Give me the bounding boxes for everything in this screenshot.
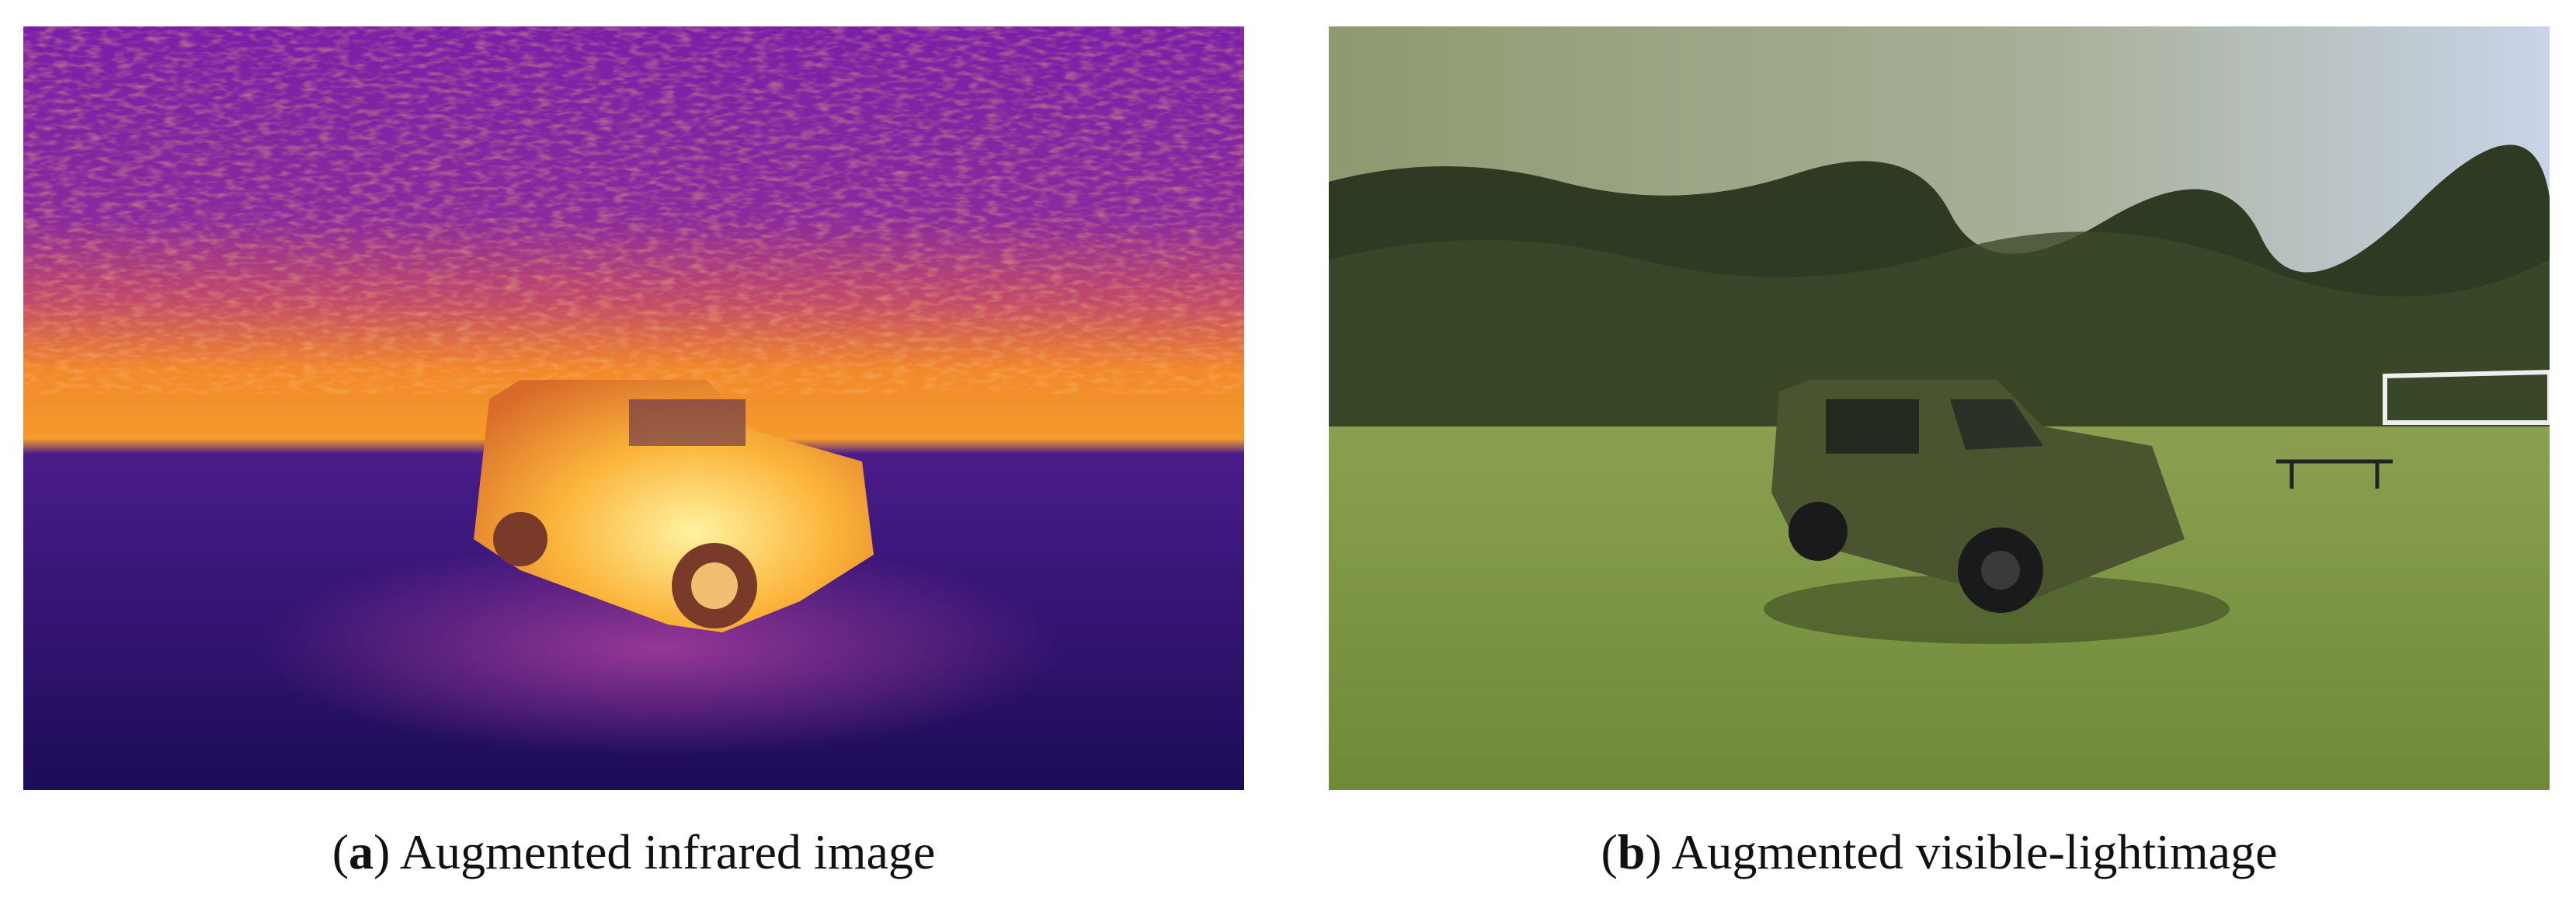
- caption: (b) Augmented visible-lightimage: [1329, 823, 2550, 881]
- caption-text: ) Augmented visible-lightimage: [1645, 824, 2278, 879]
- caption-open: (: [1601, 824, 1618, 879]
- infrared-image: [23, 26, 1244, 790]
- caption-open: (: [332, 824, 349, 879]
- caption-text: ) Augmented infrared image: [374, 824, 936, 879]
- visible-image: [1329, 26, 2550, 790]
- caption: (a) Augmented infrared image: [23, 823, 1244, 881]
- caption-label: b: [1617, 824, 1646, 879]
- caption-label: a: [349, 824, 374, 879]
